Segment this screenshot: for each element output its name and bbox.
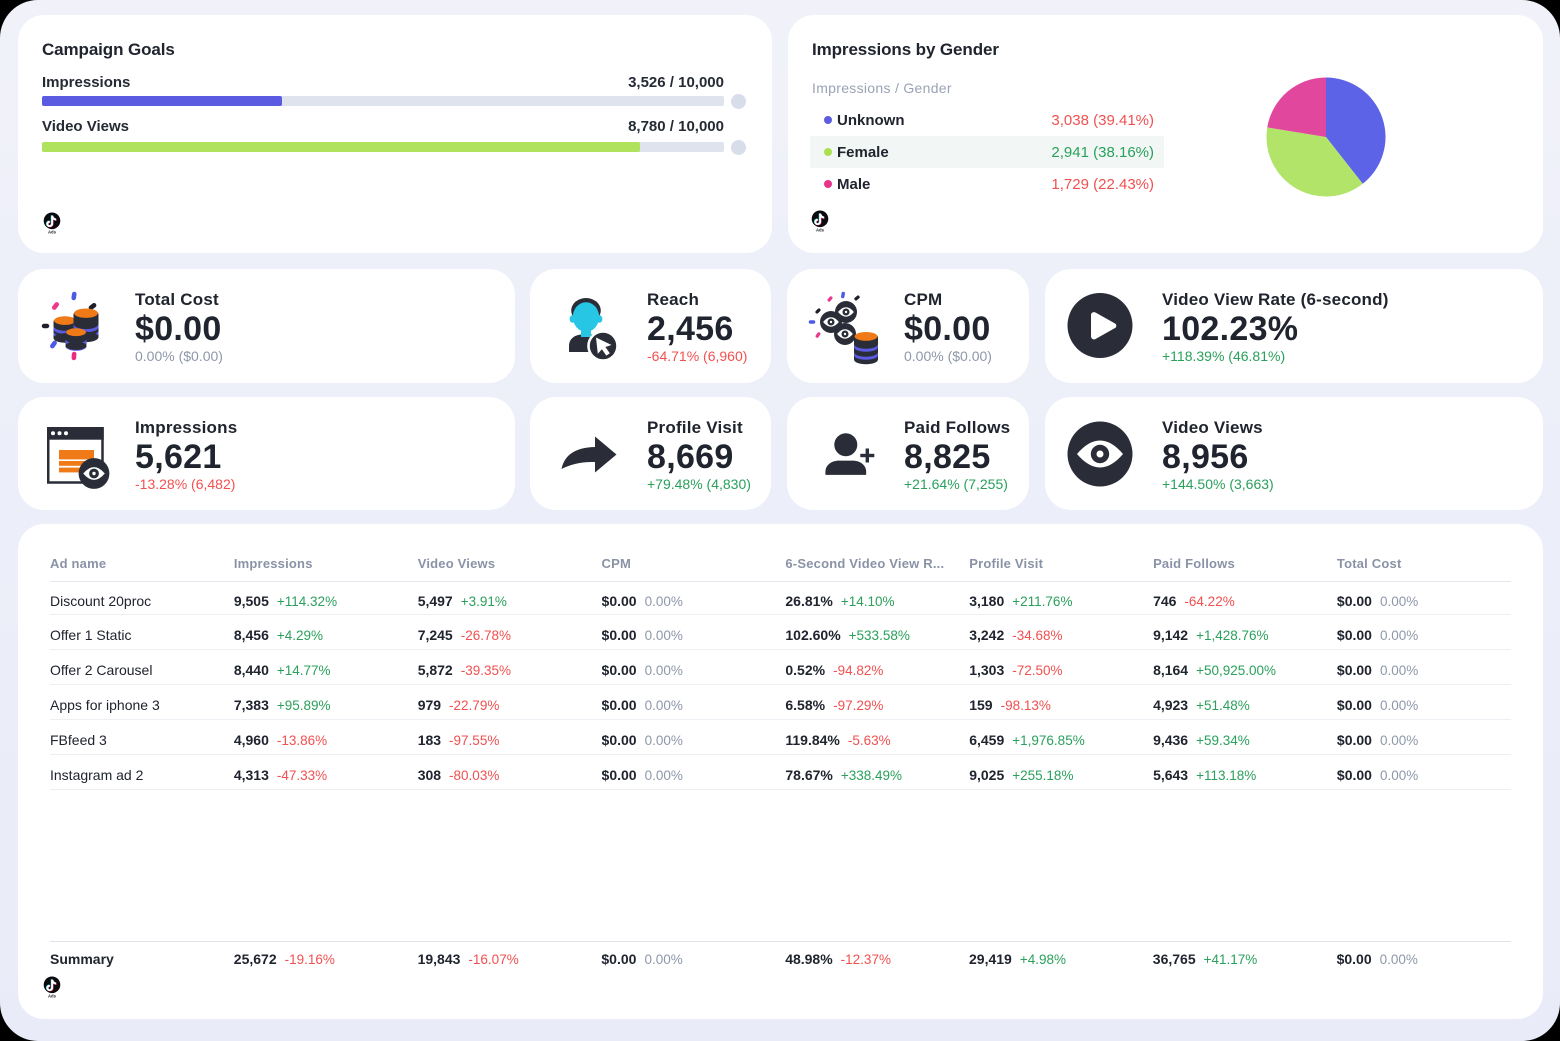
svg-text:Ads: Ads <box>816 228 825 233</box>
svg-text:Ads: Ads <box>48 994 57 999</box>
svg-text:Ads: Ads <box>48 230 57 235</box>
